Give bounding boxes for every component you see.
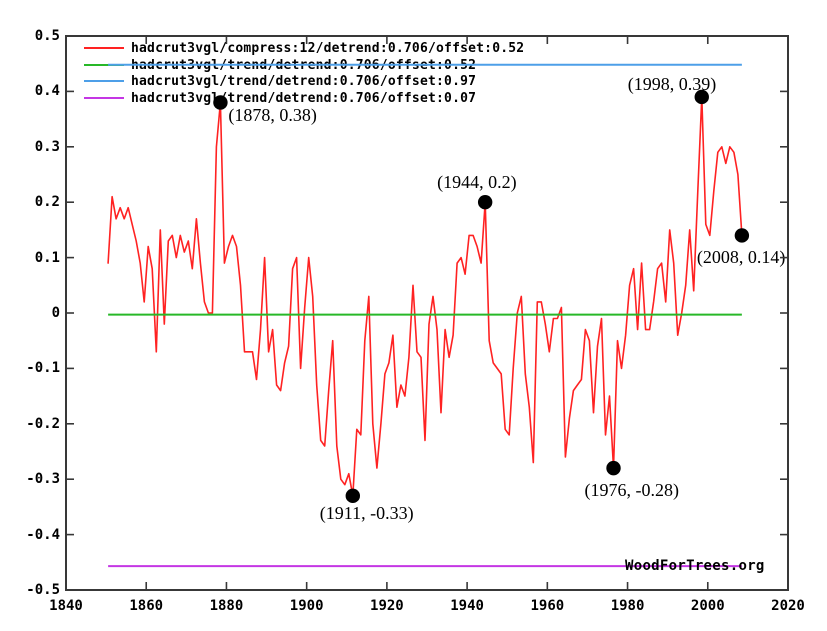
x-tick-label: 1980 (610, 598, 645, 614)
legend-line-swatch (84, 47, 124, 49)
y-tick-label: -0.2 (26, 415, 60, 432)
annotation-label: (1998, 0.39) (627, 73, 717, 94)
annotation-label: (1944, 0.2) (437, 172, 517, 193)
watermark: WoodForTrees.org (625, 558, 765, 574)
data-point-marker (345, 488, 360, 504)
temperature-series-line (107, 96, 743, 497)
x-tick-label: 1840 (49, 598, 83, 614)
annotation-label: (2008, 0.14) (696, 247, 786, 268)
y-tick-label: -0.3 (26, 471, 60, 488)
annotation-label: (1976, -0.28) (584, 480, 679, 501)
legend-row: hadcrut3vgl/trend/detrend:0.706/offset:0… (0, 58, 560, 73)
x-tick-label: 1940 (450, 598, 484, 614)
y-tick-label: 0.1 (34, 249, 60, 266)
y-tick-label: 0.3 (34, 138, 60, 155)
y-tick-label: 0.5 (34, 28, 60, 44)
plot-border (65, 35, 789, 591)
legend-line-swatch (84, 80, 124, 82)
x-tick-label: 1900 (289, 598, 324, 614)
legend-label: hadcrut3vgl/trend/detrend:0.706/offset:0… (131, 57, 477, 73)
legend-label: hadcrut3vgl/trend/detrend:0.706/offset:0… (131, 90, 477, 106)
legend-label: hadcrut3vgl/trend/detrend:0.706/offset:0… (131, 74, 477, 89)
y-tick-label: 0 (51, 305, 60, 321)
data-point-marker (734, 228, 750, 243)
x-tick-label: 1880 (209, 598, 244, 614)
legend-line-swatch (84, 63, 124, 66)
legend-row: hadcrut3vgl/trend/detrend:0.706/offset:0… (0, 91, 560, 106)
annotation-label: (1911, -0.33) (319, 502, 414, 523)
y-tick-label: -0.1 (26, 360, 60, 377)
legend-row: hadcrut3vgl/compress:12/detrend:0.706/of… (0, 41, 560, 56)
x-tick-label: 2020 (771, 598, 805, 614)
legend-row: hadcrut3vgl/trend/detrend:0.706/offset:0… (0, 74, 560, 89)
y-tick-label: 0.2 (34, 194, 60, 211)
y-tick-label: 0.4 (34, 83, 60, 100)
x-tick-label: 2000 (690, 598, 725, 614)
x-tick-label: 1860 (129, 598, 164, 614)
legend-line-swatch (84, 96, 124, 99)
x-tick-label: 1920 (370, 598, 404, 614)
data-point-marker (477, 195, 493, 210)
legend-label: hadcrut3vgl/compress:12/detrend:0.706/of… (131, 41, 525, 56)
x-tick-label: 1960 (530, 598, 565, 614)
annotation-label: (1878, 0.38) (228, 105, 317, 126)
y-tick-label: -0.4 (26, 526, 60, 543)
y-tick-label: -0.5 (26, 582, 60, 598)
data-point-marker (606, 460, 621, 476)
